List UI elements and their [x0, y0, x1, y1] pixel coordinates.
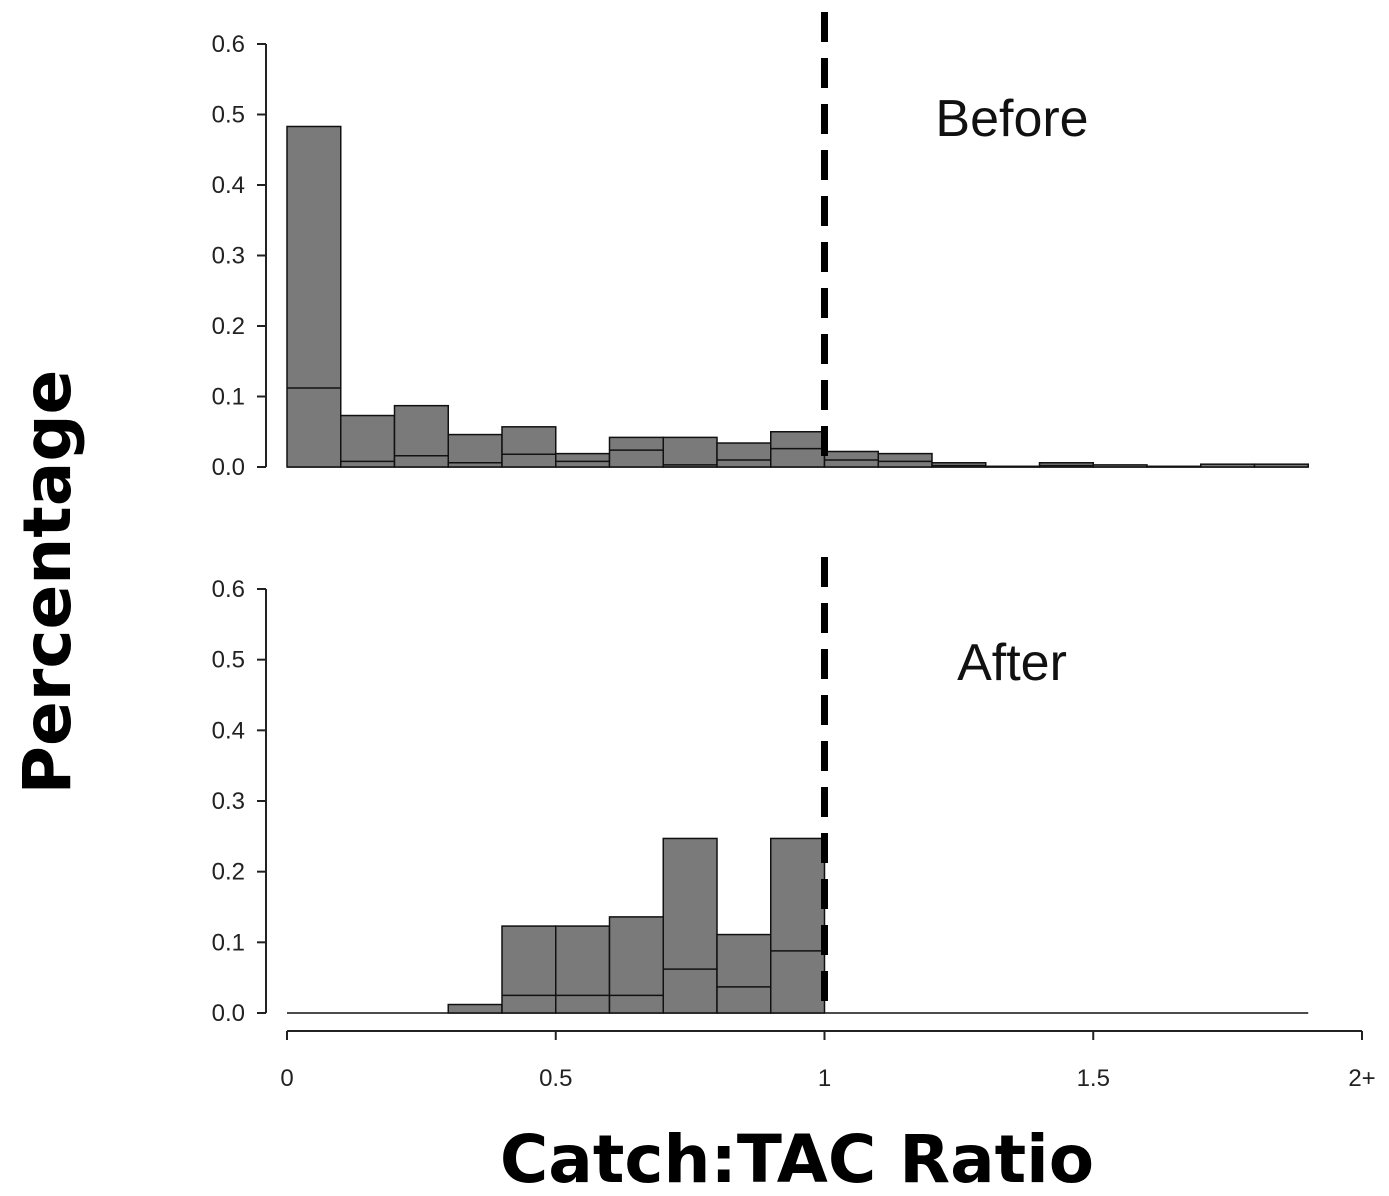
histogram-bar — [501, 426, 557, 468]
panel-label: After — [957, 634, 1067, 692]
y-tick-label: 0.4 — [212, 172, 245, 199]
y-tick-label: 0.2 — [212, 313, 245, 340]
y-tick-label: 0.2 — [212, 859, 245, 886]
y-tick-label: 0.0 — [212, 454, 245, 481]
x-axis: 0 0.5 1 1.5 2+ — [280, 1030, 1376, 1092]
histogram-bar — [608, 916, 664, 1014]
histogram-bar — [555, 452, 611, 468]
y-tick-label: 0.1 — [212, 384, 245, 411]
y-tick-label: 0.6 — [212, 576, 245, 603]
histogram-bar — [770, 837, 826, 1014]
histogram-bar — [286, 125, 342, 468]
y-tick-label: 0.0 — [212, 1000, 245, 1027]
histogram-bar — [1092, 464, 1148, 468]
y-tick-label: 0.6 — [212, 31, 245, 58]
histogram-bar — [1253, 463, 1309, 468]
y-axis-title: Percentage — [9, 370, 86, 795]
before-panel: 0.0 0.1 0.2 0.3 0.4 0.5 0.6 Before — [212, 12, 1309, 481]
x-tick-label: 1 — [818, 1065, 831, 1092]
after-panel: 0.0 0.1 0.2 0.3 0.4 0.5 0.6 After — [212, 557, 1309, 1027]
y-tick-label: 0.4 — [212, 717, 245, 744]
panel-label: Before — [935, 90, 1088, 148]
y-tick-label: 0.3 — [212, 788, 245, 815]
histogram-bar — [340, 414, 396, 468]
histogram-bar — [608, 436, 664, 468]
histogram-bar — [985, 465, 1041, 468]
histogram-bar — [716, 933, 772, 1014]
x-tick-label: 0 — [280, 1065, 293, 1092]
histogram-bar — [501, 925, 557, 1014]
y-tick-label: 0.3 — [212, 243, 245, 270]
y-tick-label: 0.5 — [212, 647, 245, 674]
y-tick-label: 0.1 — [212, 929, 245, 956]
histogram-bar — [662, 837, 718, 1014]
histogram-bar — [1146, 465, 1202, 468]
histogram-bar — [555, 925, 611, 1014]
histogram-bar — [447, 433, 503, 468]
y-tick-label: 0.5 — [212, 102, 245, 129]
histogram-bar — [716, 442, 772, 468]
x-axis-title: Catch:TAC Ratio — [500, 1121, 1094, 1196]
histogram-bar — [662, 436, 718, 468]
histogram-bar — [1200, 463, 1256, 468]
histogram-bar — [393, 404, 449, 468]
histogram-bar — [447, 1003, 503, 1014]
x-tick-label: 0.5 — [539, 1065, 572, 1092]
x-tick-label: 2+ — [1348, 1065, 1375, 1092]
x-tick-label: 1.5 — [1077, 1065, 1110, 1092]
histogram-bar — [877, 452, 933, 468]
